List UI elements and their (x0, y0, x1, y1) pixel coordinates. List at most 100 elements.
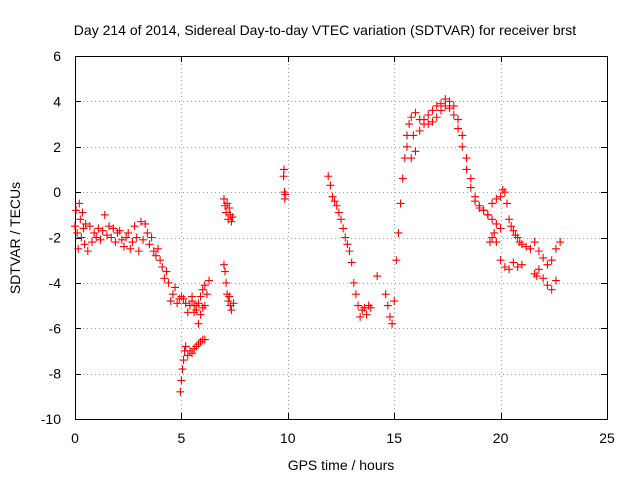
data-point (356, 312, 365, 321)
data-point (223, 199, 232, 208)
data-point (225, 292, 234, 301)
data-point (126, 244, 135, 253)
data-point (200, 301, 209, 310)
data-point (100, 210, 109, 219)
data-point (479, 206, 488, 215)
data-point (547, 256, 556, 265)
data-point (551, 244, 560, 253)
x-axis-title: GPS time / hours (288, 457, 395, 473)
data-point (409, 131, 418, 140)
y-tick-label: -8 (49, 366, 62, 382)
data-point (188, 349, 197, 358)
data-point (181, 299, 190, 308)
data-point (454, 115, 463, 124)
data-point (532, 272, 541, 281)
data-point (483, 210, 492, 219)
data-point (139, 235, 148, 244)
x-tick-label: 15 (386, 430, 402, 446)
data-point (332, 201, 341, 210)
data-point (178, 365, 187, 374)
y-tick-label: -4 (49, 275, 62, 291)
data-point (279, 165, 288, 174)
data-point (162, 267, 171, 276)
data-point (411, 108, 420, 117)
data-point (219, 260, 228, 269)
data-point (354, 301, 363, 310)
data-point (445, 104, 454, 113)
data-point (441, 101, 450, 110)
data-point (458, 142, 467, 151)
data-point (341, 233, 350, 242)
data-point (419, 115, 428, 124)
data-point (192, 306, 201, 315)
data-point (77, 233, 86, 242)
x-tick-labels: 0 5 10 15 20 25 (71, 430, 615, 446)
data-point (390, 297, 399, 306)
data-point (85, 222, 94, 231)
data-point (334, 208, 343, 217)
data-point (177, 376, 186, 385)
data-point (437, 99, 446, 108)
data-point (90, 228, 99, 237)
data-point (176, 387, 185, 396)
data-point (328, 192, 337, 201)
data-point (539, 274, 548, 283)
y-tick-label: -6 (49, 320, 62, 336)
data-point (109, 224, 118, 233)
data-point (471, 197, 480, 206)
data-point (194, 319, 203, 328)
data-point (513, 262, 522, 271)
data-point (80, 240, 89, 249)
data-point (194, 299, 203, 308)
data-point (198, 285, 207, 294)
data-point (449, 110, 458, 119)
data-point (424, 120, 433, 129)
data-point (183, 351, 192, 360)
data-point (228, 213, 237, 222)
data-point (324, 172, 333, 181)
data-point (136, 217, 145, 226)
data-point (543, 260, 552, 269)
data-point (381, 290, 390, 299)
data-point (188, 297, 197, 306)
data-point (466, 183, 475, 192)
data-point (488, 199, 497, 208)
data-point (143, 228, 152, 237)
data-point (81, 219, 90, 228)
data-point (500, 188, 509, 197)
data-point (509, 226, 518, 235)
data-point (181, 342, 190, 351)
data-point (83, 247, 92, 256)
data-point (79, 224, 88, 233)
data-point (73, 228, 82, 237)
data-point (219, 194, 228, 203)
data-point (507, 222, 516, 231)
data-point (488, 233, 497, 242)
data-point (92, 233, 101, 242)
data-point (388, 319, 397, 328)
data-point (145, 240, 154, 249)
data-point (111, 238, 120, 247)
data-point (222, 278, 231, 287)
data-point (179, 294, 188, 303)
data-point (200, 281, 209, 290)
data-point (221, 267, 230, 276)
data-point (398, 174, 407, 183)
data-point (454, 124, 463, 133)
data-point (72, 206, 81, 215)
tick-marks (75, 56, 608, 420)
data-point (396, 199, 405, 208)
data-point (122, 233, 131, 242)
data-point (437, 106, 446, 115)
data-point (222, 208, 231, 217)
data-point (556, 238, 565, 247)
data-point (428, 106, 437, 115)
data-point (517, 240, 526, 249)
y-tick-label: -10 (41, 411, 61, 427)
data-point (105, 222, 114, 231)
data-point (330, 197, 339, 206)
data-point (505, 265, 514, 274)
data-point (88, 238, 97, 247)
data-point (458, 131, 467, 140)
x-tick-label: 10 (280, 430, 296, 446)
